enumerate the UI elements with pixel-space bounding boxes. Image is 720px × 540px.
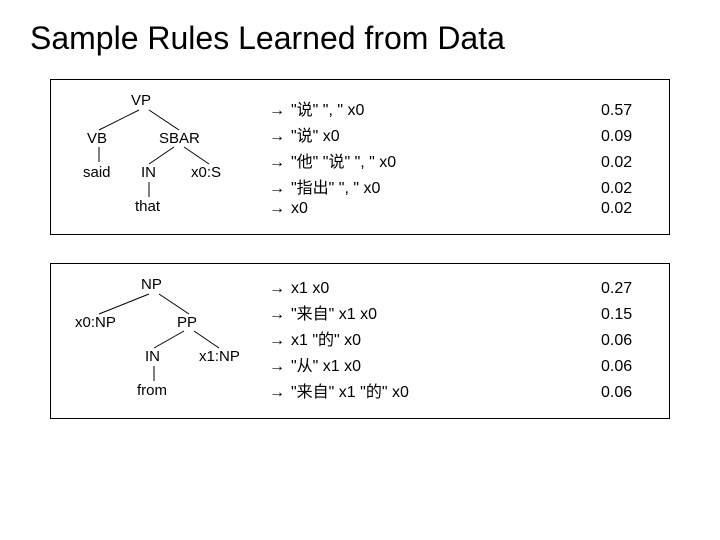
rule-row: → "从" x1 x0 0.06 xyxy=(269,352,651,376)
rules-list-2: → x1 x0 0.27 → "来自" x1 x0 0.15 → x1 "的" … xyxy=(269,278,651,404)
tree1-said: said xyxy=(83,164,111,181)
rule-row: → "来自" x1 "的" x0 0.06 xyxy=(269,378,651,402)
tree1-sbar: SBAR xyxy=(159,130,200,147)
rule-text: "他" "说" ", " x0 xyxy=(291,148,601,172)
rule-prob: 0.15 xyxy=(601,306,651,324)
rule-text: "来自" x1 "的" x0 xyxy=(291,378,601,402)
rule-row: → x1 "的" x0 0.06 xyxy=(269,326,651,350)
rule-row: → "他" "说" ", " x0 0.02 xyxy=(269,148,651,172)
tree1-in: IN xyxy=(141,164,156,181)
rule-prob: 0.02 xyxy=(601,180,651,198)
rule-text: "说" ", " x0 xyxy=(291,96,601,120)
rule-text: "来自" x1 x0 xyxy=(291,300,601,324)
rule-row: → "说" ", " x0 0.57 xyxy=(269,96,651,120)
rules-list-1: → "说" ", " x0 0.57 → "说" x0 0.09 → "他" "… xyxy=(269,94,651,220)
arrow-icon: → xyxy=(269,128,291,146)
rule-prob: 0.27 xyxy=(601,280,651,298)
rule-text: "指出" ", " x0 xyxy=(291,174,601,198)
arrow-icon: → xyxy=(269,332,291,350)
tree1-that: that xyxy=(135,198,160,215)
arrow-icon: → xyxy=(269,358,291,376)
rule-box-2: NP x0:NP PP IN x1:NP from → x1 x0 0.27 →… xyxy=(50,263,670,419)
tree2-pp: PP xyxy=(177,314,197,331)
rule-prob: 0.57 xyxy=(601,102,651,120)
tree-2: NP x0:NP PP IN x1:NP from xyxy=(69,276,249,406)
tree2-np: NP xyxy=(141,276,162,293)
rule-prob: 0.09 xyxy=(601,128,651,146)
rule-prob: 0.06 xyxy=(601,358,651,376)
rule-row: → "来自" x1 x0 0.15 xyxy=(269,300,651,324)
rule-prob: 0.06 xyxy=(601,332,651,350)
rule-prob: 0.02 xyxy=(601,154,651,172)
arrow-icon: → xyxy=(269,306,291,324)
arrow-icon: → xyxy=(269,154,291,172)
arrow-icon: → xyxy=(269,102,291,120)
rule-row: → x0 0.02 xyxy=(269,200,651,218)
tree2-in: IN xyxy=(145,348,160,365)
arrow-icon: → xyxy=(269,200,291,218)
rule-text: x1 "的" x0 xyxy=(291,326,601,350)
arrow-icon: → xyxy=(269,384,291,402)
rule-prob: 0.02 xyxy=(601,200,651,218)
arrow-icon: → xyxy=(269,180,291,198)
rule-row: → "指出" ", " x0 0.02 xyxy=(269,174,651,198)
rule-row: → x1 x0 0.27 xyxy=(269,280,651,298)
tree2-x0np: x0:NP xyxy=(75,314,116,331)
rule-box-1: VP VB SBAR said IN x0:S that → "说" ", " … xyxy=(50,79,670,235)
rule-prob: 0.06 xyxy=(601,384,651,402)
arrow-icon: → xyxy=(269,280,291,298)
rule-text: x0 xyxy=(291,200,601,218)
rule-text: "说" x0 xyxy=(291,122,601,146)
rule-row: → "说" x0 0.09 xyxy=(269,122,651,146)
tree1-x0s: x0:S xyxy=(191,164,221,181)
tree1-vb: VB xyxy=(87,130,107,147)
tree2-x1np: x1:NP xyxy=(199,348,240,365)
slide-title: Sample Rules Learned from Data xyxy=(30,20,690,57)
tree2-from: from xyxy=(137,382,167,399)
rule-text: "从" x1 x0 xyxy=(291,352,601,376)
tree-1: VP VB SBAR said IN x0:S that xyxy=(69,92,249,222)
tree1-vp: VP xyxy=(131,92,151,109)
rule-text: x1 x0 xyxy=(291,280,601,298)
